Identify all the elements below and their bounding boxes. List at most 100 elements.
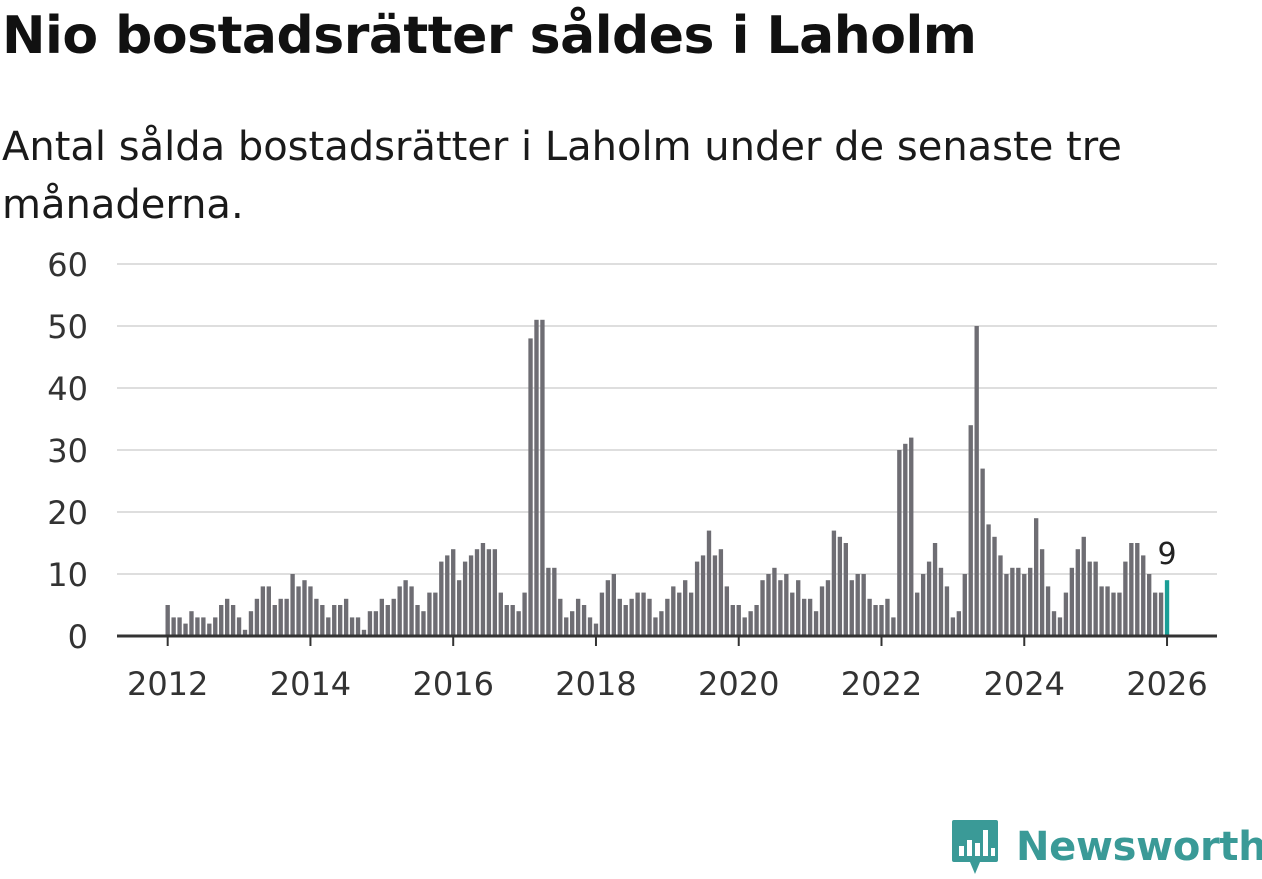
bar <box>1135 543 1140 636</box>
bar <box>599 592 605 636</box>
bar <box>920 574 926 636</box>
bar <box>617 598 622 636</box>
newsworthy-brand[interactable]: Newsworthy <box>950 818 1262 876</box>
bar <box>379 598 385 636</box>
x-tick-label: 2022 <box>841 665 922 703</box>
bar <box>1123 561 1128 636</box>
bar <box>801 598 807 636</box>
bar <box>635 592 640 636</box>
bar <box>314 598 319 636</box>
bar <box>587 617 593 636</box>
bar <box>498 592 503 636</box>
bar <box>224 598 230 636</box>
bar <box>195 617 200 636</box>
bar <box>361 629 367 636</box>
bar <box>278 598 283 636</box>
y-tick-label: 10 <box>47 556 88 594</box>
bar <box>451 549 456 636</box>
bar <box>980 468 985 636</box>
y-axis-ticks: 0 10 20 30 40 50 60 <box>47 246 88 656</box>
bar <box>605 580 611 636</box>
x-tick-label: 2018 <box>555 665 636 703</box>
bar <box>1141 555 1146 636</box>
bar <box>861 574 866 636</box>
bar <box>570 611 575 636</box>
bar <box>623 605 628 636</box>
bar <box>778 580 783 636</box>
bar <box>998 555 1003 636</box>
bar <box>302 580 307 636</box>
bar <box>766 574 771 636</box>
bar <box>641 592 646 636</box>
bar <box>1028 567 1033 636</box>
bar <box>254 598 260 636</box>
bar <box>1129 543 1134 636</box>
bars <box>165 319 1170 636</box>
bar <box>207 623 212 636</box>
bar <box>772 567 777 636</box>
bar <box>486 549 492 636</box>
bar <box>867 598 872 636</box>
bar <box>504 605 509 636</box>
bar <box>885 598 890 636</box>
gridlines <box>117 263 1217 575</box>
bar <box>391 598 396 636</box>
bar <box>891 617 896 636</box>
bar <box>1004 574 1009 636</box>
bar <box>575 598 581 636</box>
bar <box>564 617 569 636</box>
bar <box>1081 536 1086 636</box>
bar <box>736 605 741 636</box>
y-tick-label: 50 <box>47 308 88 346</box>
bar <box>1105 586 1110 636</box>
bar <box>552 567 557 636</box>
bar <box>540 319 545 636</box>
annotations: 9 <box>1157 537 1176 572</box>
x-tick-label: 2012 <box>127 665 208 703</box>
bar <box>272 605 277 636</box>
bar <box>903 443 908 636</box>
bar <box>760 580 765 636</box>
bar <box>879 605 884 636</box>
bar <box>433 592 438 636</box>
bar <box>403 580 408 636</box>
bar <box>611 574 616 636</box>
bar <box>849 580 854 636</box>
bar <box>706 530 712 636</box>
bar <box>534 319 539 636</box>
bar <box>456 580 462 636</box>
bar <box>796 580 801 636</box>
bar <box>409 586 414 636</box>
bar <box>373 611 379 636</box>
bar <box>1016 567 1021 636</box>
x-tick-label: 2014 <box>270 665 351 703</box>
latest-value-label: 9 <box>1157 537 1176 572</box>
bar <box>1147 574 1152 636</box>
bar <box>462 561 468 636</box>
bar <box>516 611 521 636</box>
bar <box>909 437 914 636</box>
bar <box>338 605 343 636</box>
bar <box>415 605 420 636</box>
bar <box>813 611 819 636</box>
bar <box>1057 617 1063 636</box>
bar <box>397 586 402 636</box>
bar <box>742 617 747 636</box>
x-tick-label: 2016 <box>412 665 493 703</box>
bar <box>1093 561 1098 636</box>
bar <box>385 605 390 636</box>
bar <box>831 530 837 636</box>
bar <box>962 574 967 636</box>
bar <box>1111 592 1116 636</box>
bar <box>897 450 902 636</box>
chart-title: Nio bostadsrätter såldes i Laholm <box>2 6 977 66</box>
bar <box>546 567 551 636</box>
bar <box>439 561 444 636</box>
bar <box>355 617 361 636</box>
bar <box>183 623 188 636</box>
bar <box>219 605 224 636</box>
bar <box>165 605 170 636</box>
bar <box>510 605 515 636</box>
bar <box>819 586 825 636</box>
